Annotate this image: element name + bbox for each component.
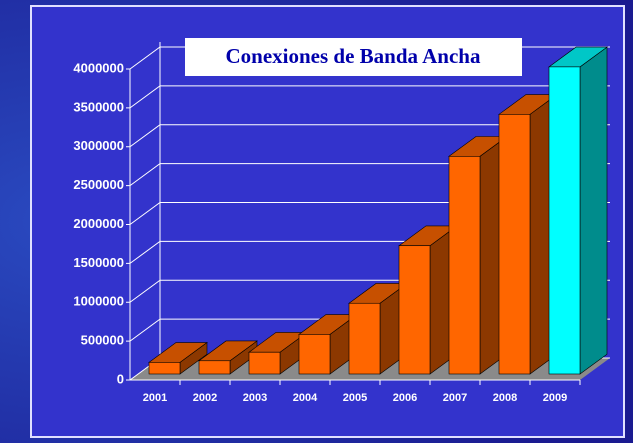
chart-title: Conexiones de Banda Ancha [226,44,481,68]
y-tick-label: 500000 [81,333,124,348]
y-tick-label: 1000000 [73,294,124,309]
title-box [185,38,522,76]
x-tick-label: 2008 [493,392,517,404]
bar [398,245,431,375]
x-tick-label: 2002 [193,392,217,404]
bar [348,302,381,375]
y-tick-label: 1500000 [73,255,124,270]
bar [498,114,531,375]
x-tick-label: 2003 [243,392,267,404]
grid-line [129,85,610,109]
x-tick-label: 2009 [543,392,567,404]
bar [248,351,281,375]
x-tick-label: 2007 [443,392,467,404]
bar [548,66,581,375]
y-tick-label: 4000000 [73,60,124,75]
bar [148,362,181,375]
x-tick-label: 2001 [143,392,167,404]
bar [198,360,231,375]
y-tick-label: 3500000 [73,99,124,114]
x-tick-label: 2006 [393,392,417,404]
y-tick-label: 2000000 [73,216,124,231]
y-tick-label: 2500000 [73,177,124,192]
bar-side [579,46,608,375]
y-tick-label: 0 [117,371,124,386]
grid-line [129,124,610,148]
y-tick-label: 3000000 [73,138,124,153]
bar [448,156,481,375]
x-tick-label: 2005 [343,392,367,404]
bar [298,334,331,375]
x-tick-label: 2004 [293,392,318,404]
